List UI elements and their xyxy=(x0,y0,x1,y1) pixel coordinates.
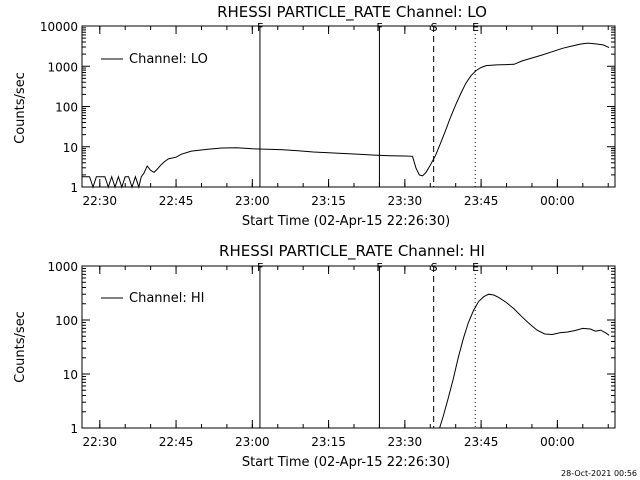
x-tick-label: 23:00 xyxy=(235,194,270,208)
x-tick-label: 23:15 xyxy=(311,435,346,449)
y-tick-label: 10 xyxy=(63,368,78,382)
y-tick-label: 1 xyxy=(70,181,78,195)
x-tick-label: 22:45 xyxy=(159,194,194,208)
legend-entry: Channel: LO xyxy=(129,52,208,67)
series-line-channel-hi xyxy=(439,293,610,429)
plot-frame xyxy=(81,25,616,188)
event-marker-label: F xyxy=(257,261,263,274)
event-marker-label: S xyxy=(431,21,438,34)
x-tick-label: 23:30 xyxy=(388,194,423,208)
y-tick-label: 100 xyxy=(55,101,78,115)
y-tick-label: 10 xyxy=(63,141,78,155)
x-tick-label: 00:00 xyxy=(540,194,575,208)
x-tick-label: 23:30 xyxy=(388,435,423,449)
event-marker-label: F xyxy=(376,261,382,274)
event-marker-label: F xyxy=(257,21,263,34)
x-tick-label: 23:45 xyxy=(464,194,499,208)
y-tick-label: 1 xyxy=(70,422,78,436)
x-tick-label: 23:15 xyxy=(311,194,346,208)
plot-frame xyxy=(81,265,616,429)
x-tick-label: 00:00 xyxy=(540,435,575,449)
event-marker-label: F xyxy=(376,21,382,34)
x-tick-label: 23:00 xyxy=(235,435,270,449)
legend-entry: Channel: HI xyxy=(129,291,205,306)
series-line-channel-lo xyxy=(82,42,610,189)
y-tick-label: 10000 xyxy=(40,20,78,34)
y-axis-label: Counts/sec xyxy=(13,72,28,144)
y-tick-label: 1000 xyxy=(47,60,78,74)
y-tick-label: 100 xyxy=(55,314,78,328)
chart-title: RHESSI PARTICLE_RATE Channel: LO xyxy=(217,3,487,22)
x-tick-label: 22:45 xyxy=(159,435,194,449)
legend: Channel: LO xyxy=(101,52,208,67)
legend: Channel: HI xyxy=(101,291,205,306)
lo-channel-panel: RHESSI PARTICLE_RATE Channel: LO Counts/… xyxy=(13,3,616,229)
x-axis-label: Start Time (02-Apr-15 22:26:30) xyxy=(242,214,450,229)
event-marker-label: E xyxy=(472,21,479,34)
timestamp-footer: 28-Oct-2021 00:56 xyxy=(561,469,637,478)
hi-channel-panel: RHESSI PARTICLE_RATE Channel: HI Counts/… xyxy=(13,242,616,470)
x-tick-label: 23:45 xyxy=(464,435,499,449)
x-tick-label: 22:30 xyxy=(82,194,117,208)
x-tick-label: 22:30 xyxy=(82,435,117,449)
event-marker-label: E xyxy=(472,261,479,274)
event-marker-label: S xyxy=(431,261,438,274)
y-axis-label: Counts/sec xyxy=(13,311,28,383)
x-axis-label: Start Time (02-Apr-15 22:26:30) xyxy=(242,455,450,470)
y-tick-label: 1000 xyxy=(47,260,78,274)
chart-title: RHESSI PARTICLE_RATE Channel: HI xyxy=(219,242,485,261)
